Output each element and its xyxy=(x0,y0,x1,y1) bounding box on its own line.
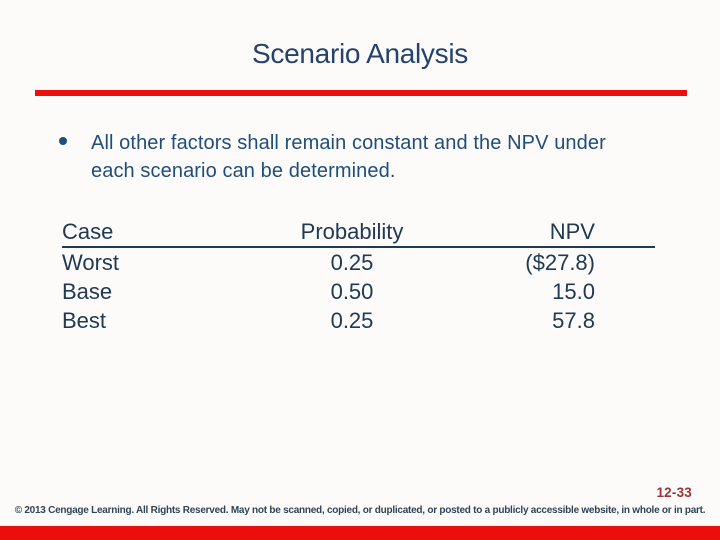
bullet-dot-icon xyxy=(59,137,67,145)
cell-npv: 15.0 xyxy=(552,279,595,304)
cell-probability: 0.25 xyxy=(330,308,374,333)
cell-case: Worst xyxy=(62,250,120,275)
bullet-text: All other factors shall remain constant … xyxy=(91,132,606,182)
title-divider-rule xyxy=(35,90,687,96)
table-row: Base 0.50 15.0 xyxy=(62,277,655,306)
header-probability: Probability xyxy=(300,219,404,244)
table-row: Worst 0.25 ($27.8) xyxy=(62,248,655,277)
cell-case: Base xyxy=(62,279,113,304)
cell-npv: 57.8 xyxy=(552,308,595,333)
cell-probability: 0.25 xyxy=(330,250,374,275)
cell-npv: ($27.8) xyxy=(525,250,595,275)
copyright-notice: © 2013 Cengage Learning. All Rights Rese… xyxy=(14,505,706,516)
bullet-item: All other factors shall remain constant … xyxy=(59,130,659,185)
footer-accent-bar xyxy=(0,526,720,540)
slide-title: Scenario Analysis xyxy=(252,38,468,69)
page-number: 12-33 xyxy=(656,485,692,500)
cell-case: Best xyxy=(62,308,107,333)
table-row: Best 0.25 57.8 xyxy=(62,306,655,335)
scenario-table: Case Probability NPV Worst 0.25 ($27.8) … xyxy=(62,219,655,335)
header-npv: NPV xyxy=(549,219,595,244)
bullet-block: All other factors shall remain constant … xyxy=(59,130,659,185)
table-header-row: Case Probability NPV xyxy=(62,219,655,248)
header-case: Case xyxy=(62,219,114,244)
cell-probability: 0.50 xyxy=(330,279,374,304)
